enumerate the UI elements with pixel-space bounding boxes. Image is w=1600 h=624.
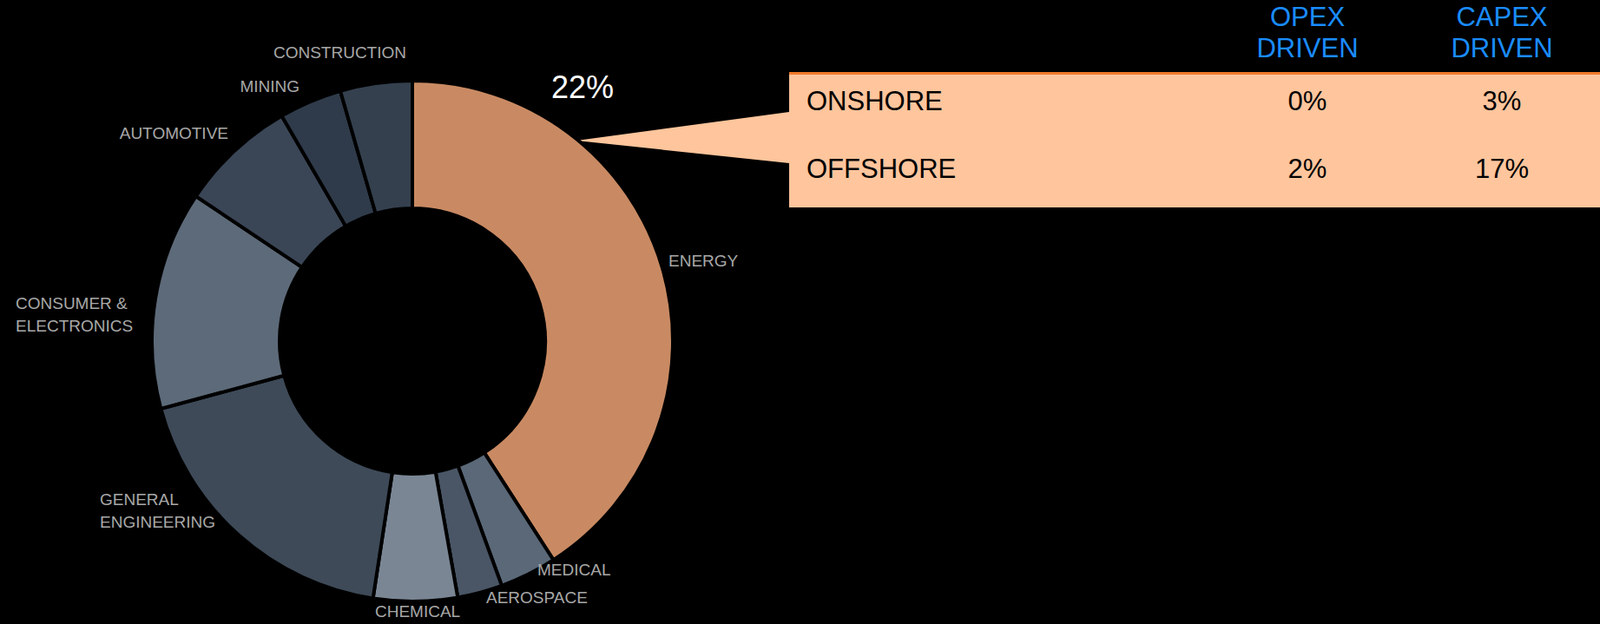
html-text:2%: 2% (1287, 153, 1327, 185)
svg-text:ENERGY: ENERGY (668, 251, 739, 270)
svg-text:MEDICAL: MEDICAL (537, 560, 611, 580)
svg-text:CONSUMER &ELECTRONICS: CONSUMER &ELECTRONICS (15, 294, 133, 336)
html-text:CAPEX DRIVEN: CAPEX DRIVEN (1451, 1, 1553, 64)
svg-text:CONSTRUCTION: CONSTRUCTION (273, 43, 407, 62)
html-text:ONSHORE: ONSHORE (806, 85, 943, 117)
html-text:OFFSHORE: OFFSHORE (806, 153, 957, 185)
svg-text:CHEMICAL: CHEMICAL (375, 602, 461, 621)
html-text:17%: 17% (1474, 153, 1529, 185)
svg-text:22%: 22% (551, 69, 614, 106)
html-text:0%: 0% (1287, 85, 1327, 117)
svg-text:MINING: MINING (239, 77, 300, 96)
html-text:OPEX DRIVEN: OPEX DRIVEN (1256, 1, 1359, 64)
svg-text:GENERALENGINEERING: GENERALENGINEERING (99, 490, 216, 532)
svg-text:AUTOMOTIVE: AUTOMOTIVE (119, 124, 229, 143)
svg-text:AEROSPACE: AEROSPACE (486, 588, 588, 607)
html-text:3%: 3% (1482, 85, 1522, 117)
